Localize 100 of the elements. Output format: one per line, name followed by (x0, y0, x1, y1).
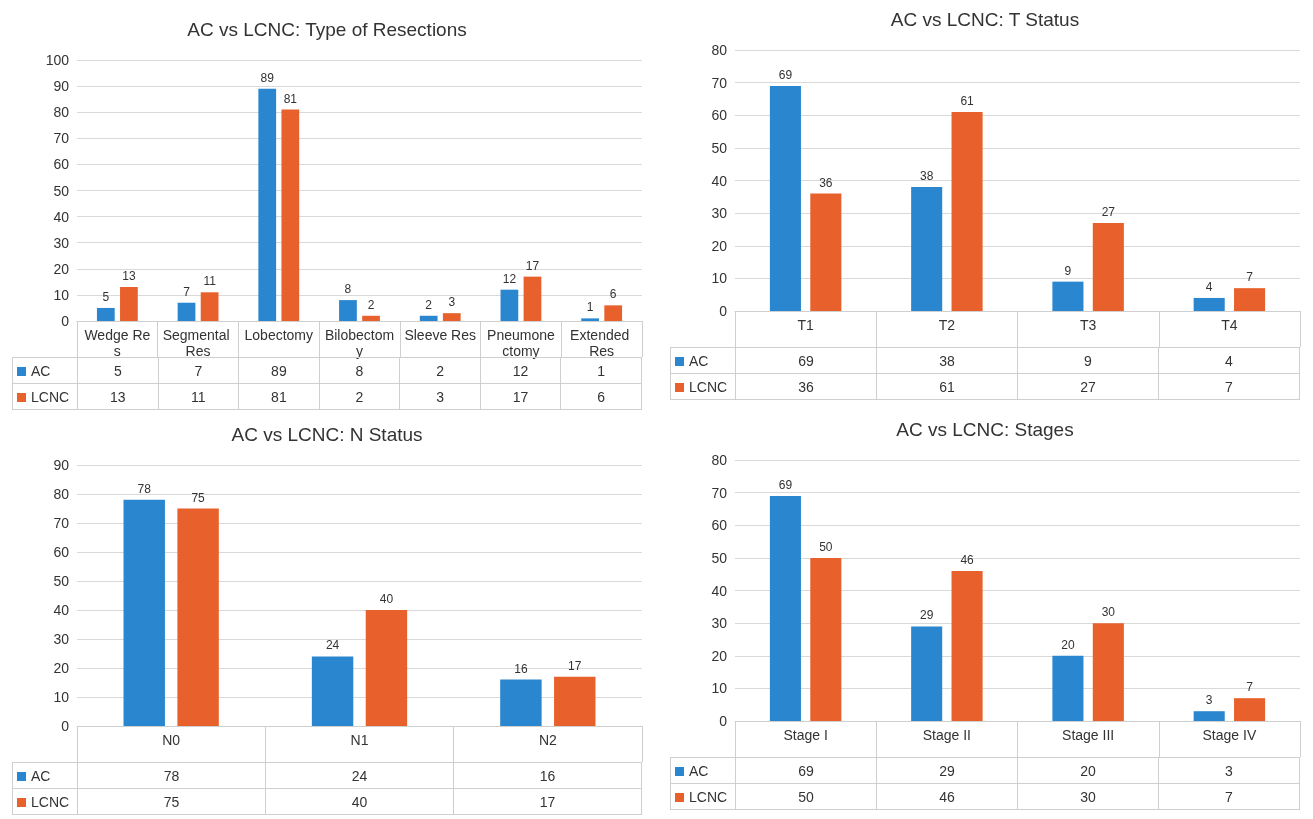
y-tick-label: 50 (711, 549, 728, 566)
data-label: 29 (876, 757, 1018, 784)
text: 12 (502, 271, 517, 286)
y-tick-label: 40 (53, 602, 70, 618)
data-label: 38 (876, 347, 1018, 374)
bar (339, 300, 357, 321)
data-label: 78 (77, 762, 266, 789)
y-tick-label: 60 (53, 156, 70, 173)
bar (769, 85, 801, 311)
y-tick-label: 40 (53, 208, 70, 225)
bar (951, 570, 983, 721)
text: 89 (260, 70, 274, 85)
text: 75 (191, 490, 205, 505)
text: 46 (960, 552, 974, 567)
text: 40 (379, 592, 394, 606)
bar (769, 495, 801, 721)
text: 30 (1101, 605, 1115, 620)
legend-label: AC (12, 357, 78, 384)
data-label: 12 (480, 357, 561, 384)
data-label: 13 (77, 383, 159, 410)
text: 20 (1061, 637, 1075, 652)
bar (1234, 288, 1266, 311)
data-label: 69 (735, 347, 877, 374)
data-label: 20 (1017, 757, 1159, 784)
y-tick-label: 40 (711, 172, 728, 189)
data-label: 24 (265, 762, 454, 789)
bar (362, 315, 380, 321)
y-tick-label: 50 (53, 573, 70, 589)
x-tick-label: Sleeve Res (404, 327, 477, 343)
y-tick-label: 90 (53, 457, 70, 473)
data-label: 2 (319, 383, 400, 410)
text: 7 (1246, 270, 1253, 285)
legend-label: LCNC (670, 373, 736, 400)
y-tick-label: 70 (711, 484, 728, 501)
x-tick-label: Stage II (922, 727, 972, 743)
y-tick-label: 0 (719, 713, 728, 729)
x-tick-label: N0 (162, 732, 181, 748)
y-tick-label: 70 (711, 74, 728, 91)
bar (96, 307, 115, 321)
data-label: 75 (77, 788, 266, 815)
text: 9 (1064, 263, 1072, 278)
legend-label: LCNC (12, 788, 78, 815)
data-label: 40 (265, 788, 454, 815)
chart-title: AC vs LCNC: Type of Resections (187, 19, 467, 40)
bar (123, 499, 165, 726)
bar (581, 318, 599, 321)
bar (1052, 655, 1084, 721)
text: 6 (609, 287, 617, 302)
x-tick-label: T4 (1221, 317, 1238, 333)
data-label: 69 (735, 757, 877, 784)
x-tick-label: T1 (797, 317, 814, 333)
text: 17 (568, 658, 582, 673)
x-tick-label: T2 (938, 317, 956, 333)
text: 3 (1205, 693, 1213, 708)
bar (200, 292, 219, 321)
x-tick-label: Extended Res (570, 327, 634, 359)
x-tick-label: N1 (350, 732, 369, 748)
bar (1193, 711, 1225, 721)
y-tick-label: 20 (711, 647, 728, 664)
data-label: 17 (480, 383, 561, 410)
text: 36 (819, 175, 833, 190)
y-tick-label: 80 (711, 42, 728, 58)
text: 38 (920, 169, 934, 184)
bar (500, 289, 519, 321)
bar (419, 315, 438, 321)
chart-title: AC vs LCNC: T Status (890, 9, 1080, 30)
data-label: 7 (158, 357, 239, 384)
bar (810, 557, 842, 721)
y-tick-label: 60 (711, 517, 728, 534)
y-tick-label: 10 (53, 286, 70, 303)
data-label: 4 (1158, 347, 1300, 374)
y-tick-label: 30 (53, 234, 70, 251)
data-label: 27 (1017, 373, 1159, 400)
y-tick-label: 10 (711, 270, 728, 287)
text: 7 (183, 284, 190, 299)
bar (554, 676, 596, 726)
bar (120, 287, 138, 321)
text: 50 (819, 539, 833, 554)
x-tick-label: Stage I (783, 727, 828, 743)
text: 27 (1101, 204, 1115, 219)
x-tick-label: Segmental Res (162, 327, 234, 359)
data-label: 1 (560, 357, 642, 384)
bar (177, 508, 219, 726)
data-label: 16 (453, 762, 642, 789)
data-label: 7 (1158, 373, 1300, 400)
bar (911, 626, 943, 721)
text: 29 (920, 608, 934, 623)
bar (523, 276, 542, 321)
text: 11 (203, 274, 216, 289)
data-label: 36 (735, 373, 877, 400)
data-label: 7 (1158, 783, 1300, 810)
y-tick-label: 60 (711, 107, 728, 124)
data-label: 9 (1017, 347, 1159, 374)
chart-title: AC vs LCNC: Stages (896, 419, 1074, 440)
y-tick-label: 30 (711, 205, 728, 222)
text: 69 (778, 477, 793, 492)
x-tick-label: Lobectomy (244, 327, 314, 343)
y-tick-label: 50 (711, 139, 728, 156)
bar (258, 88, 277, 321)
legend-label: AC (670, 757, 736, 784)
